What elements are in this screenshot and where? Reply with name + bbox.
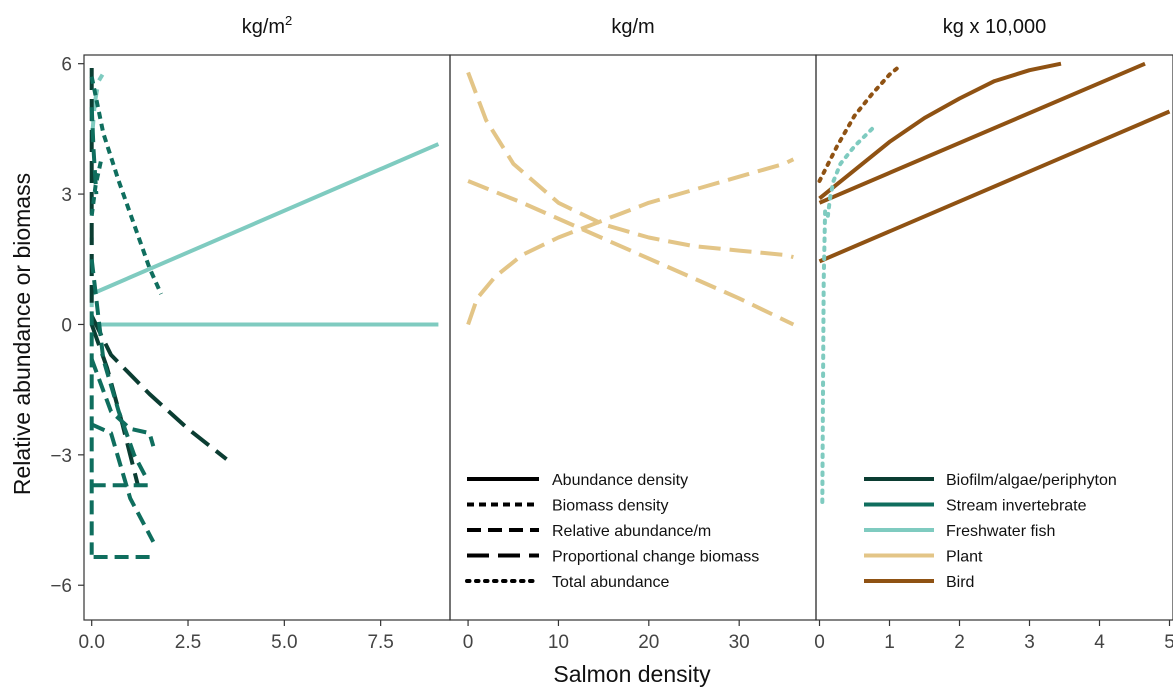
series-group [89, 68, 440, 559]
series-line [90, 422, 156, 543]
series-line [467, 179, 795, 327]
x-tick-label: 0 [814, 632, 825, 653]
x-tick-label: 2 [954, 632, 965, 653]
series-line [89, 358, 156, 447]
x-tick-label: 30 [729, 632, 750, 653]
series-line [818, 109, 1171, 264]
panel-2: kg/m 0 10 20 30 [449, 16, 817, 653]
x-tick-label: 0 [463, 632, 474, 653]
x-tick-label: 1 [884, 632, 895, 653]
x-tick-label: 3 [1024, 632, 1035, 653]
series-line [90, 142, 440, 296]
series-group [817, 61, 1171, 509]
x-tick-label: 5 [1164, 632, 1173, 653]
y-tick-label: −3 [50, 446, 72, 467]
series-line [89, 107, 99, 195]
panel-title: kg x 10,000 [943, 16, 1046, 38]
series-line [466, 71, 794, 260]
series-line [817, 63, 902, 183]
legend-label: Plant [946, 549, 983, 566]
panel-1: kg/m2 0.0 2.5 5.0 7.5 [78, 13, 451, 653]
series-line [89, 314, 228, 461]
series-line [818, 61, 1146, 205]
legend-label: Bird [946, 574, 974, 591]
x-tick-label: 20 [638, 632, 659, 653]
series-group [466, 71, 795, 327]
x-tick-label: 2.5 [175, 632, 201, 653]
legend-label: Stream invertebrate [946, 498, 1087, 515]
legend-label: Biofilm/algae/periphyton [946, 472, 1117, 489]
panel-title: kg/m [611, 16, 654, 38]
y-axis-title: Relative abundance or biomass [9, 173, 35, 495]
x-tick-label: 5.0 [271, 632, 297, 653]
legend-label: Biomass density [552, 498, 669, 515]
panel-3: kg x 10,000 0 1 2 3 4 5 [814, 16, 1173, 653]
series-line [818, 61, 1062, 200]
x-tick-label: 4 [1094, 632, 1105, 653]
y-tick-label: 0 [61, 315, 72, 336]
series-line [89, 76, 163, 295]
legend-label: Total abundance [552, 574, 670, 591]
panel-border [815, 54, 1173, 621]
panel-border [83, 54, 451, 621]
legend-label: Freshwater fish [946, 523, 1055, 540]
y-tick-label: −6 [50, 576, 72, 597]
legend-linetype: Abundance density Biomass density Relative… [465, 472, 759, 591]
series-line [466, 157, 795, 326]
series-line [89, 259, 148, 478]
series-line [89, 158, 104, 217]
series-line [825, 126, 874, 218]
series-line [820, 209, 828, 509]
y-tick-label: 6 [61, 55, 72, 76]
x-axis-title: Salmon density [553, 661, 711, 687]
x-tick-label: 7.5 [367, 632, 393, 653]
legend-label: Abundance density [552, 472, 688, 489]
panel-title: kg/m2 [242, 13, 293, 38]
x-tick-label: 0.0 [78, 632, 104, 653]
legend-label: Relative abundance/m [552, 523, 711, 540]
x-tick-label: 10 [548, 632, 569, 653]
legend-label: Proportional change biomass [552, 549, 759, 566]
legend-color: Biofilm/algae/periphyton Stream invertebr… [864, 472, 1117, 591]
y-tick-label: 3 [61, 185, 72, 206]
